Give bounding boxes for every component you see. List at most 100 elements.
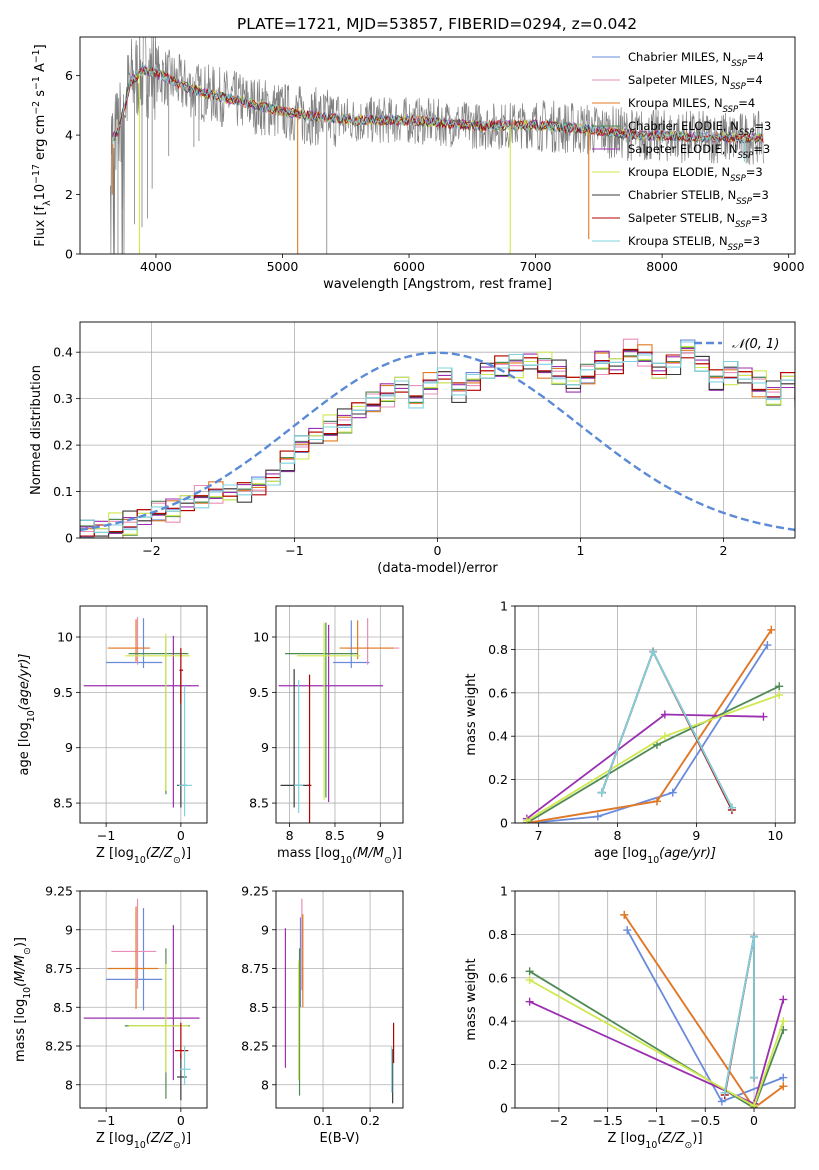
- y-tick-label: 0: [65, 531, 73, 546]
- plot-area: [110, 37, 764, 254]
- y-axis-label-part: erg cm: [33, 115, 48, 164]
- x-axis-label-part: ⊙: [685, 1140, 693, 1151]
- y-axis-label: Flux [fλ10−17 erg cm−2 s−1 A−1]: [31, 44, 53, 246]
- x-axis-label-part: )]: [692, 1131, 702, 1146]
- x-axis-label-part: ⊙: [173, 855, 181, 866]
- plot-area: [83, 898, 200, 1101]
- y-tick-label: 8.5: [249, 1000, 269, 1015]
- y-axis-label-part: (age/yr)]: [17, 654, 32, 711]
- legend-model-name: Chabrier MILES,: [628, 50, 723, 64]
- x-axis-label: age [log10(age/yr)]: [594, 846, 716, 866]
- panel-weight-vs-Z: −2 −1.5 −1 −0.5 0 0 0.2 0.4 0.6 0.8 1 Z [log10(Z/Z⊙…: [464, 884, 796, 1151]
- axes-frame: [275, 605, 404, 824]
- legend-entry: Chabrier MILES, NSSP=4: [628, 50, 764, 69]
- y-axis-label-part: 10: [33, 184, 48, 201]
- legend-nssp-sub: SSP: [728, 243, 744, 253]
- histogram-step: [80, 348, 795, 537]
- axes-frame: [79, 890, 208, 1109]
- y-tick-label: 0.8: [488, 927, 508, 942]
- y-tick-label: 0.2: [488, 772, 508, 787]
- y-tick-label: 8.25: [45, 1039, 73, 1054]
- legend-model-name: Kroupa ELODIE,: [628, 165, 721, 179]
- legend-nssp-value: =3: [752, 188, 769, 202]
- x-axis-label-part: (Z/Z: [657, 1131, 685, 1146]
- y-tick-label: 0.4: [53, 345, 73, 360]
- x-axis-label-part: 10: [134, 1140, 146, 1151]
- y-tick-label: 9: [65, 740, 73, 755]
- x-tick-label: 0: [750, 1113, 758, 1128]
- x-tick-label: −1: [97, 828, 115, 843]
- weight-series-line: [623, 914, 784, 1108]
- y-tick-label: 8: [261, 1077, 269, 1092]
- y-axis-label-part: ]: [33, 44, 48, 49]
- legend-nssp-sub: SSP: [738, 151, 754, 161]
- x-axis-label-part: Z [log: [607, 1131, 645, 1146]
- normal-curve: [80, 351, 795, 532]
- y-tick-label: 0.2: [53, 438, 73, 453]
- x-tick-label: 0.1: [313, 1113, 333, 1128]
- axes-frame: [79, 321, 796, 539]
- axes-frame: [514, 890, 796, 1109]
- x-tick-label: 9: [692, 828, 700, 843]
- y-tick-label: 8.5: [249, 796, 269, 811]
- x-tick-label: 0.2: [360, 1113, 380, 1128]
- legend-nssp-label: N: [726, 211, 735, 225]
- x-axis-label-part: age [log: [594, 846, 647, 861]
- y-axis-label-part: 10: [26, 710, 37, 722]
- x-axis-label-part: 10: [134, 855, 146, 866]
- histogram-step: [80, 344, 795, 538]
- legend-nssp-sub: SSP: [736, 197, 752, 207]
- x-axis-label: wavelength [Angstrom, rest frame]: [323, 277, 552, 292]
- y-tick-label: 9.25: [241, 884, 269, 899]
- legend-nssp-label: N: [721, 73, 730, 87]
- y-axis-label-part: (M/M: [13, 955, 28, 987]
- legend-nssp-sub: SSP: [731, 59, 747, 69]
- legend-nssp-label: N: [714, 96, 723, 110]
- y-axis-label: mass weight: [464, 958, 479, 1040]
- plot-area: [278, 618, 400, 823]
- legend-nssp-label: N: [729, 142, 738, 156]
- y-axis-label-part: −2: [31, 101, 42, 115]
- x-tick-label: 2: [720, 543, 728, 558]
- plot-area: [284, 898, 395, 1104]
- y-axis-label-part: 10: [22, 987, 33, 999]
- x-axis-label: mass [log10(M/M⊙)]: [277, 846, 402, 866]
- x-tick-label: 8.5: [325, 828, 345, 843]
- plot-area: [80, 338, 795, 538]
- x-axis-label-part: (age/yr)]: [659, 846, 716, 861]
- y-axis-label-part: A: [33, 63, 48, 76]
- legend-nssp-label: N: [719, 234, 728, 248]
- x-tick-label: −1.5: [593, 1113, 623, 1128]
- legend-model-name: Kroupa STELIB,: [628, 234, 719, 248]
- y-tick-label: 9: [261, 922, 269, 937]
- y-axis-label-part: −1: [31, 49, 42, 63]
- x-tick-label: 5000: [267, 259, 299, 274]
- y-tick-label: 4: [65, 128, 73, 143]
- y-tick-label: 0.6: [488, 685, 508, 700]
- y-axis-label: Normed distribution: [29, 365, 44, 495]
- y-axis-label: mass [log10(M/M⊙)]: [13, 937, 33, 1062]
- x-tick-label: 6000: [393, 259, 425, 274]
- legend-model-name: Chabrier STELIB,: [628, 188, 728, 202]
- weight-series-line: [623, 914, 784, 1108]
- y-tick-label: 0.6: [488, 970, 508, 985]
- legend-nssp-value: =3: [754, 119, 771, 133]
- legend-entry: Kroupa ELODIE, NSSP=3: [628, 165, 763, 184]
- x-axis-label-part: )]: [181, 1131, 191, 1146]
- y-tick-label: 8.25: [241, 1039, 269, 1054]
- legend-nssp-value: =3: [743, 234, 760, 248]
- y-tick-label: 6: [65, 68, 73, 83]
- x-axis-label-part: ⊙: [173, 1140, 181, 1151]
- legend-entry: Salpeter ELODIE, NSSP=3: [628, 142, 770, 161]
- x-axis-label-part: Z [log: [96, 1131, 134, 1146]
- y-axis-label-part: Flux [f: [33, 205, 48, 246]
- x-tick-label: 0: [434, 543, 442, 558]
- histogram-step: [80, 347, 795, 534]
- x-axis-label: (data-model)/error: [377, 561, 498, 576]
- y-tick-label: 8.5: [53, 796, 73, 811]
- legend-nssp-value: =3: [753, 142, 770, 156]
- y-tick-label: 0.2: [488, 1057, 508, 1072]
